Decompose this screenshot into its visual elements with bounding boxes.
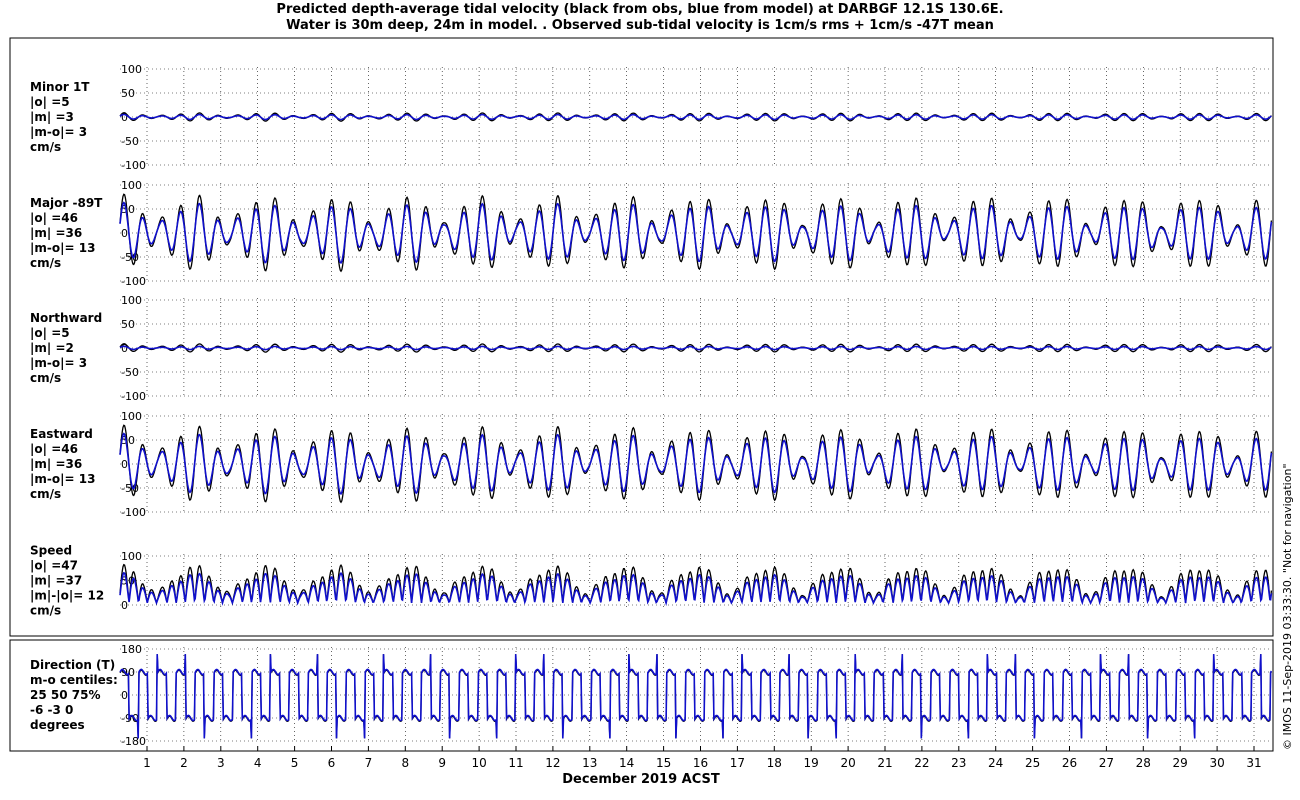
y-tick-label: -100 bbox=[121, 159, 146, 172]
panel-label-line: m-o centiles: bbox=[30, 673, 118, 687]
panel-label-line: |m-o|= 3 bbox=[30, 125, 87, 139]
x-tick-label: 17 bbox=[730, 756, 745, 770]
y-tick-label: 50 bbox=[121, 203, 135, 216]
series-line-model bbox=[119, 654, 1273, 739]
panel-label-line: -6 -3 0 bbox=[30, 703, 73, 717]
y-tick-label: -100 bbox=[121, 275, 146, 288]
x-tick-label: 15 bbox=[656, 756, 671, 770]
x-tick-label: 10 bbox=[471, 756, 486, 770]
x-tick-label: 21 bbox=[877, 756, 892, 770]
x-tick-label: 3 bbox=[217, 756, 225, 770]
series-line-model bbox=[119, 571, 1273, 607]
x-tick-label: 7 bbox=[365, 756, 373, 770]
y-tick-label: -50 bbox=[121, 135, 139, 148]
panel-label-line: cm/s bbox=[30, 140, 61, 154]
panel-label-line: cm/s bbox=[30, 487, 61, 501]
panel-label-line: |o| =5 bbox=[30, 95, 70, 109]
x-tick-label: 1 bbox=[143, 756, 151, 770]
panel-label-line: |m| =3 bbox=[30, 110, 74, 124]
x-tick-label: 8 bbox=[401, 756, 409, 770]
x-tick-label: 24 bbox=[988, 756, 1003, 770]
x-axis-label: December 2019 ACST bbox=[562, 772, 720, 787]
series-line-model bbox=[119, 432, 1273, 495]
y-tick-label: 180 bbox=[121, 643, 142, 656]
panel-label-line: |m|-|o|= 12 bbox=[30, 589, 104, 603]
series-line-model bbox=[119, 345, 1272, 351]
x-tick-label: 6 bbox=[328, 756, 336, 770]
panel-label-line: Speed bbox=[30, 544, 72, 558]
panel-label-line: |o| =5 bbox=[30, 326, 70, 340]
x-tick-label: 5 bbox=[291, 756, 299, 770]
panel-label-line: Northward bbox=[30, 311, 102, 325]
x-tick-label: 12 bbox=[545, 756, 560, 770]
panel-label-line: |m| =36 bbox=[30, 457, 82, 471]
x-tick-label: 4 bbox=[254, 756, 262, 770]
y-tick-label: 50 bbox=[121, 318, 135, 331]
x-tick-label: 14 bbox=[619, 756, 634, 770]
panel-label-line: |m| =37 bbox=[30, 574, 82, 588]
x-tick-label: 25 bbox=[1025, 756, 1040, 770]
panel-label-line: degrees bbox=[30, 718, 85, 732]
panel-label-line: |m| =36 bbox=[30, 226, 82, 240]
x-tick-label: 29 bbox=[1173, 756, 1188, 770]
panel-label-line: |m| =2 bbox=[30, 341, 74, 355]
x-tick-label: 19 bbox=[804, 756, 819, 770]
y-tick-label: 90 bbox=[121, 666, 135, 679]
panel-label-line: Direction (T) bbox=[30, 658, 115, 672]
panel-label-line: cm/s bbox=[30, 604, 61, 618]
panel-label-line: Major -89T bbox=[30, 196, 103, 210]
panel-label-line: Eastward bbox=[30, 427, 93, 441]
chart-title-line-1: Predicted depth-average tidal velocity (… bbox=[276, 2, 1004, 17]
y-tick-label: 0 bbox=[121, 111, 128, 124]
y-tick-label: -50 bbox=[121, 366, 139, 379]
panel-label-line: |m-o|= 3 bbox=[30, 356, 87, 370]
panel-label-line: cm/s bbox=[30, 256, 61, 270]
x-tick-label: 22 bbox=[914, 756, 929, 770]
y-tick-label: -180 bbox=[121, 735, 146, 748]
x-tick-label: 23 bbox=[951, 756, 966, 770]
y-tick-label: 100 bbox=[121, 294, 142, 307]
panel-label-line: Minor 1T bbox=[30, 80, 90, 94]
x-tick-label: 30 bbox=[1209, 756, 1224, 770]
x-tick-label: 11 bbox=[508, 756, 523, 770]
y-tick-label: 0 bbox=[121, 689, 128, 702]
x-tick-label: 20 bbox=[840, 756, 855, 770]
panel-label-line: |o| =47 bbox=[30, 559, 78, 573]
panel-label-line: |o| =46 bbox=[30, 442, 78, 456]
y-tick-label: 0 bbox=[121, 458, 128, 471]
y-tick-label: 50 bbox=[121, 87, 135, 100]
panel-label-line: |m-o|= 13 bbox=[30, 472, 95, 486]
x-tick-label: 9 bbox=[438, 756, 446, 770]
x-tick-label: 27 bbox=[1099, 756, 1114, 770]
lower-axes-frame bbox=[9, 639, 1274, 752]
y-tick-label: 100 bbox=[121, 410, 142, 423]
y-tick-label: 0 bbox=[121, 342, 128, 355]
y-tick-label: -100 bbox=[121, 390, 146, 403]
x-tick-label: 16 bbox=[693, 756, 708, 770]
y-tick-label: 100 bbox=[121, 179, 142, 192]
x-tick-label: 28 bbox=[1136, 756, 1151, 770]
panel-label-line: cm/s bbox=[30, 371, 61, 385]
series-line-obs bbox=[119, 654, 1272, 739]
upper-axes-frame bbox=[9, 37, 1274, 637]
panel-label-line: |o| =46 bbox=[30, 211, 78, 225]
x-tick-label: 18 bbox=[767, 756, 782, 770]
y-tick-label: 100 bbox=[121, 63, 142, 76]
series-line-model bbox=[119, 201, 1273, 264]
x-tick-label: 26 bbox=[1062, 756, 1077, 770]
x-tick-label: 31 bbox=[1246, 756, 1261, 770]
x-tick-label: 13 bbox=[582, 756, 597, 770]
credit-text: © IMOS 11-Sep-2019 03:33:30. "Not for na… bbox=[1281, 463, 1294, 750]
chart-title-line-2: Water is 30m deep, 24m in model. . Obser… bbox=[286, 18, 994, 33]
y-tick-label: 0 bbox=[121, 599, 128, 612]
y-tick-label: 100 bbox=[121, 550, 142, 563]
y-tick-label: 0 bbox=[121, 227, 128, 240]
series-line-model bbox=[119, 113, 1272, 121]
y-tick-label: 50 bbox=[121, 434, 135, 447]
panel-label-line: 25 50 75% bbox=[30, 688, 100, 702]
panel-label-line: |m-o|= 13 bbox=[30, 241, 95, 255]
y-tick-label: -100 bbox=[121, 506, 146, 519]
x-tick-label: 2 bbox=[180, 756, 188, 770]
